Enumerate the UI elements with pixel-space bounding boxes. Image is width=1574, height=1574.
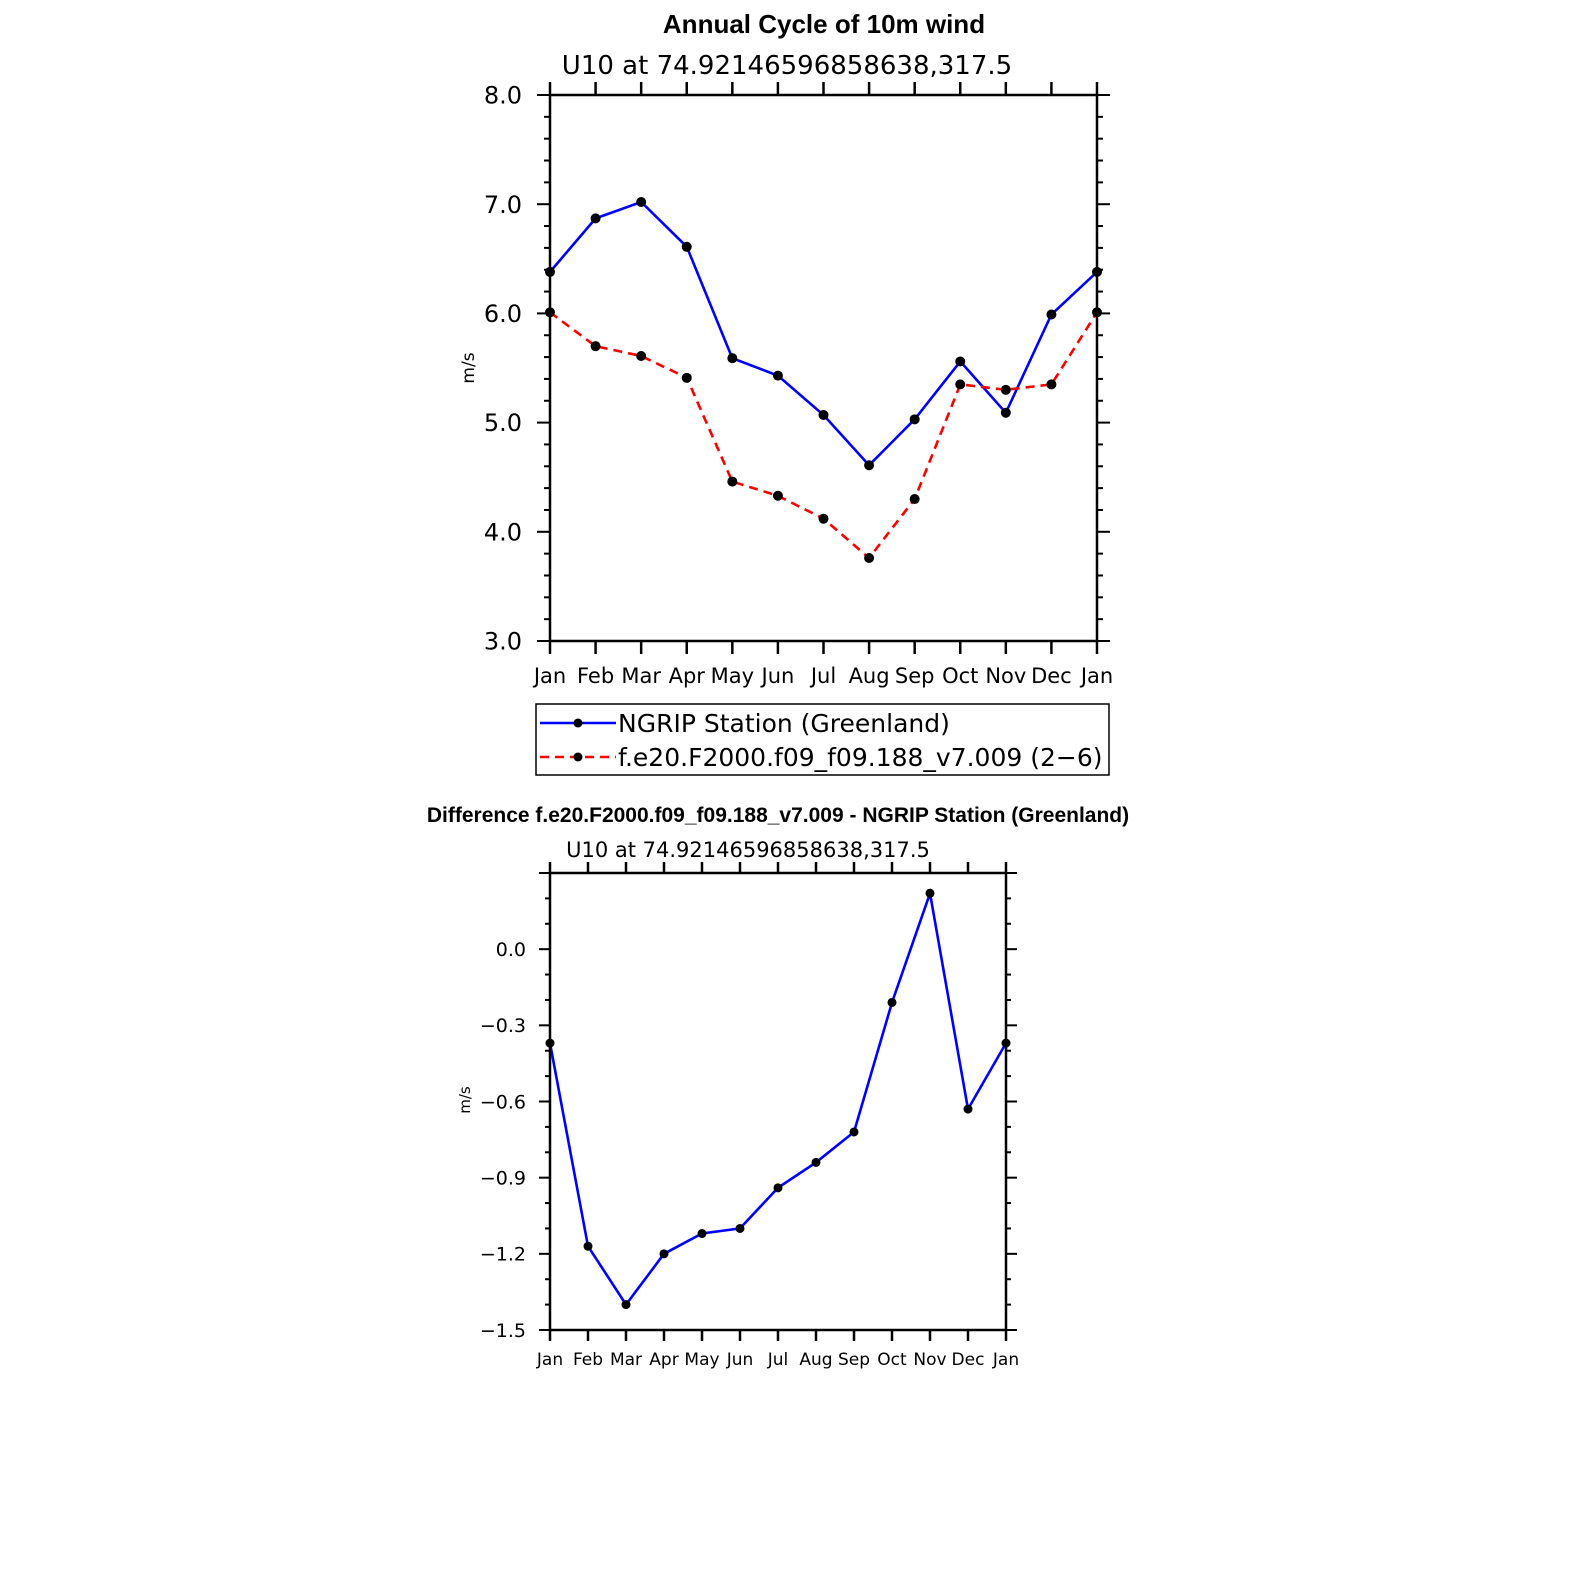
series-2-point bbox=[1046, 379, 1057, 390]
x-tick-label: Nov bbox=[985, 664, 1026, 688]
x-tick-label: Nov bbox=[913, 1350, 946, 1370]
chart1-series bbox=[545, 197, 1102, 564]
y-tick-label: 0.0 bbox=[496, 939, 526, 961]
x-tick-label: Jun bbox=[726, 1350, 754, 1370]
series-1-point bbox=[583, 1241, 593, 1251]
series-2-point bbox=[1000, 384, 1011, 395]
x-tick-label: Apr bbox=[649, 1350, 678, 1370]
y-tick-label: −0.3 bbox=[480, 1015, 526, 1037]
y-tick-label: −0.9 bbox=[480, 1168, 526, 1190]
series-line-1 bbox=[549, 200, 1098, 468]
chart1-legend: NGRIP Station (Greenland) f.e20.F2000.f0… bbox=[535, 703, 1110, 776]
series-1-point bbox=[1046, 309, 1057, 320]
annual-cycle-chart: Annual Cycle of 10m wind U10 at 74.92146… bbox=[459, 9, 1113, 776]
series-2-point bbox=[909, 494, 920, 505]
difference-chart: Difference f.e20.F2000.f09_f09.188_v7.00… bbox=[427, 804, 1129, 1370]
y-tick-label: 7.0 bbox=[484, 191, 522, 219]
x-tick-label: Jan bbox=[992, 1350, 1019, 1370]
series-1-point bbox=[955, 356, 966, 367]
x-tick-label: Aug bbox=[799, 1350, 832, 1370]
y-tick-label: 3.0 bbox=[484, 628, 522, 656]
chart2-x-tick-labels: Jan Feb Mar Apr May Jun Jul Aug Sep Oct Nov Dec Jan bbox=[536, 1350, 1019, 1370]
series-2-point bbox=[772, 490, 783, 501]
series-1-point bbox=[849, 1127, 859, 1137]
legend-series1-marker bbox=[573, 718, 583, 728]
series-2-point bbox=[636, 350, 647, 361]
chart1-y-axis-label: m/s bbox=[459, 352, 479, 383]
series-1-point bbox=[697, 1229, 707, 1239]
x-tick-label: Feb bbox=[573, 1350, 603, 1370]
series-1-point bbox=[963, 1104, 973, 1114]
chart1-plot-frame bbox=[548, 93, 1099, 643]
series-1-point bbox=[887, 997, 897, 1007]
chart2-ticks bbox=[539, 862, 1017, 1341]
x-tick-label: Dec bbox=[1031, 664, 1072, 688]
x-tick-label: Jul bbox=[809, 664, 836, 688]
x-tick-label: Jan bbox=[532, 664, 566, 688]
y-tick-label: 5.0 bbox=[484, 409, 522, 437]
x-tick-label: Sep bbox=[838, 1350, 870, 1370]
x-tick-label: Mar bbox=[621, 664, 661, 688]
series-2-point bbox=[955, 379, 966, 390]
series-1-point bbox=[636, 197, 647, 208]
x-tick-label: Sep bbox=[895, 664, 935, 688]
y-tick-label: −1.5 bbox=[480, 1320, 526, 1342]
series-1-point bbox=[925, 888, 935, 898]
chart1-subtitle: U10 at 74.92146596858638,317.5 bbox=[562, 51, 1012, 81]
chart2-y-axis-label: m/s bbox=[456, 1086, 474, 1114]
series-1-point bbox=[590, 213, 601, 224]
x-tick-label: Apr bbox=[669, 664, 706, 688]
chart2-subtitle: U10 at 74.92146596858638,317.5 bbox=[566, 838, 930, 862]
chart2-title: Difference f.e20.F2000.f09_f09.188_v7.00… bbox=[427, 804, 1129, 827]
series-2-point bbox=[681, 372, 692, 383]
series-1-point bbox=[811, 1157, 821, 1167]
y-tick-label: 8.0 bbox=[484, 82, 522, 110]
x-tick-label: Jan bbox=[1079, 664, 1113, 688]
x-tick-label: Jul bbox=[767, 1350, 789, 1370]
x-tick-label: Jun bbox=[760, 664, 795, 688]
series-2-point bbox=[864, 553, 875, 564]
series-1-point bbox=[1000, 407, 1011, 418]
series-1-point bbox=[735, 1223, 745, 1233]
chart2-series bbox=[545, 888, 1011, 1310]
chart1-ticks bbox=[537, 82, 1110, 654]
chart2-y-tick-labels: 0.0 −0.3 −0.6 −0.9 −1.2 −1.5 bbox=[480, 939, 526, 1342]
chart1-x-tick-labels: Jan Feb Mar Apr May Jun Jul Aug Sep Oct Nov Dec Jan bbox=[532, 664, 1113, 688]
series-1-point bbox=[681, 241, 692, 252]
series-1-point bbox=[772, 370, 783, 381]
y-tick-label: −0.6 bbox=[480, 1091, 526, 1113]
chart2-plot-frame bbox=[548, 871, 1008, 1332]
legend-series1-label: NGRIP Station (Greenland) bbox=[618, 709, 950, 738]
y-tick-label: −1.2 bbox=[480, 1244, 526, 1266]
x-tick-label: Feb bbox=[577, 664, 614, 688]
series-2-point bbox=[818, 513, 829, 524]
x-tick-label: May bbox=[684, 1350, 719, 1370]
x-tick-label: Mar bbox=[610, 1350, 642, 1370]
series-2-point bbox=[727, 476, 738, 487]
series-1-point bbox=[727, 353, 738, 364]
series-1-point bbox=[909, 414, 920, 425]
series-1-point bbox=[864, 460, 875, 471]
x-tick-label: May bbox=[711, 664, 754, 688]
series-1-point bbox=[659, 1249, 669, 1259]
series-1-point bbox=[621, 1300, 631, 1310]
chart1-title: Annual Cycle of 10m wind bbox=[663, 9, 985, 39]
x-tick-label: Oct bbox=[877, 1350, 907, 1370]
x-tick-label: Dec bbox=[952, 1350, 985, 1370]
x-tick-label: Aug bbox=[849, 664, 890, 688]
series-1-point bbox=[773, 1183, 783, 1193]
y-tick-label: 6.0 bbox=[484, 300, 522, 328]
chart1-y-tick-labels: 8.0 7.0 6.0 5.0 4.0 3.0 bbox=[484, 82, 522, 656]
series-1-point bbox=[818, 409, 829, 420]
legend-box bbox=[535, 703, 1110, 776]
y-tick-label: 4.0 bbox=[484, 518, 522, 546]
series-line-1 bbox=[548, 888, 1008, 1307]
x-tick-label: Oct bbox=[942, 664, 978, 688]
series-2-point bbox=[590, 341, 601, 352]
legend-series2-label: f.e20.F2000.f09_f09.188_v7.009 (2−6) bbox=[618, 743, 1103, 772]
x-tick-label: Jan bbox=[536, 1350, 563, 1370]
legend-series2-marker bbox=[573, 752, 583, 762]
